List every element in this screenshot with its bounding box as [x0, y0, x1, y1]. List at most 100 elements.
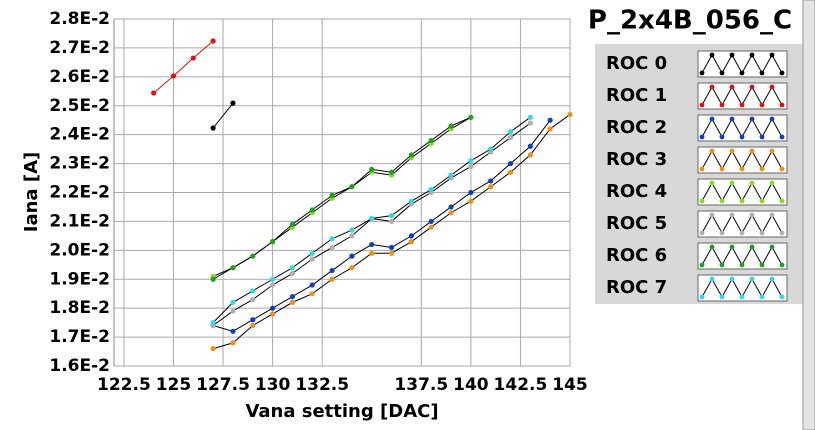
data-point — [289, 299, 296, 305]
data-point — [349, 253, 355, 259]
data-point — [388, 213, 395, 219]
legend-label: ROC 0 — [606, 53, 667, 74]
data-point — [230, 265, 236, 271]
legend-marker — [769, 276, 775, 282]
legend-marker — [709, 52, 715, 58]
data-point — [547, 126, 553, 132]
legend-marker — [699, 230, 705, 236]
data-point — [468, 163, 474, 170]
data-point — [567, 111, 573, 118]
data-point — [230, 299, 236, 305]
legend-marker — [739, 198, 745, 204]
legend-marker — [749, 180, 755, 186]
legend-marker — [769, 116, 775, 122]
data-point — [468, 158, 474, 164]
legend-marker — [739, 262, 745, 268]
data-point — [349, 265, 355, 271]
x-tick-label: 130 — [255, 375, 291, 395]
data-point — [488, 146, 494, 152]
data-point — [329, 192, 335, 198]
series-line — [212, 102, 234, 129]
data-point — [507, 160, 514, 167]
y-tick-label: 2.6E-2 — [49, 67, 110, 87]
data-point — [488, 178, 494, 184]
legend-marker — [709, 276, 715, 282]
data-point — [388, 169, 395, 175]
legend-label: ROC 4 — [606, 181, 667, 202]
data-point — [230, 340, 236, 346]
legend-marker — [719, 230, 725, 236]
legend-marker — [769, 148, 775, 154]
data-point — [448, 123, 454, 129]
legend-marker — [729, 244, 735, 250]
legend-marker — [729, 276, 735, 282]
legend-marker — [749, 84, 755, 90]
data-point — [428, 187, 434, 193]
x-tick-label: 137.5 — [394, 375, 448, 395]
legend-marker — [769, 244, 775, 250]
legend-marker — [749, 244, 755, 250]
data-point — [428, 218, 434, 225]
data-point — [230, 328, 236, 334]
y-tick-label: 1.6E-2 — [49, 356, 110, 376]
legend-marker — [729, 84, 735, 90]
y-tick-label: 1.8E-2 — [49, 298, 110, 318]
legend-marker — [709, 244, 715, 250]
data-point — [507, 169, 514, 175]
series-line — [212, 116, 472, 280]
data-point — [151, 90, 157, 96]
legend-marker — [769, 180, 775, 186]
legend-marker — [759, 134, 765, 140]
legend-label: ROC 5 — [606, 213, 667, 234]
x-tick-label: 122.5 — [97, 375, 151, 395]
data-point — [329, 236, 335, 242]
y-tick-label: 2.0E-2 — [49, 240, 110, 260]
scrollbar[interactable] — [802, 0, 815, 430]
data-point — [270, 239, 276, 245]
legend-marker — [719, 102, 725, 108]
legend-marker — [699, 70, 705, 76]
data-point — [369, 215, 375, 222]
data-point — [270, 311, 276, 317]
data-point — [408, 152, 414, 158]
data-point — [369, 166, 375, 172]
y-tick-label: 1.9E-2 — [49, 269, 110, 289]
legend-label: ROC 1 — [606, 85, 667, 106]
legend-marker — [759, 166, 765, 172]
data-point — [488, 184, 494, 190]
data-point — [210, 276, 216, 282]
legend-marker — [719, 70, 725, 76]
data-point — [289, 294, 296, 300]
data-point — [250, 317, 256, 323]
data-point — [210, 320, 216, 326]
data-point — [210, 38, 216, 44]
legend-marker — [759, 262, 765, 268]
y-axis-label: Iana [A] — [21, 152, 42, 232]
legend-marker — [739, 230, 745, 236]
legend-marker — [779, 166, 785, 172]
data-point — [329, 276, 335, 282]
data-point — [448, 204, 454, 210]
data-point — [250, 253, 256, 259]
data-point — [388, 250, 395, 256]
data-point — [289, 221, 296, 227]
legend-marker — [699, 134, 705, 140]
data-point — [527, 152, 533, 158]
x-tick-label: 132.5 — [295, 375, 349, 395]
data-point — [547, 117, 553, 123]
legend-marker — [709, 84, 715, 90]
data-point — [468, 114, 474, 120]
data-point — [329, 267, 335, 274]
data-point — [388, 218, 395, 225]
legend-marker — [749, 148, 755, 154]
data-point — [408, 198, 414, 204]
data-point — [507, 129, 514, 135]
legend-marker — [769, 52, 775, 58]
legend-marker — [709, 212, 715, 218]
legend-marker — [749, 276, 755, 282]
legend-marker — [779, 102, 785, 108]
legend-marker — [729, 212, 735, 218]
legend-marker — [699, 294, 705, 300]
